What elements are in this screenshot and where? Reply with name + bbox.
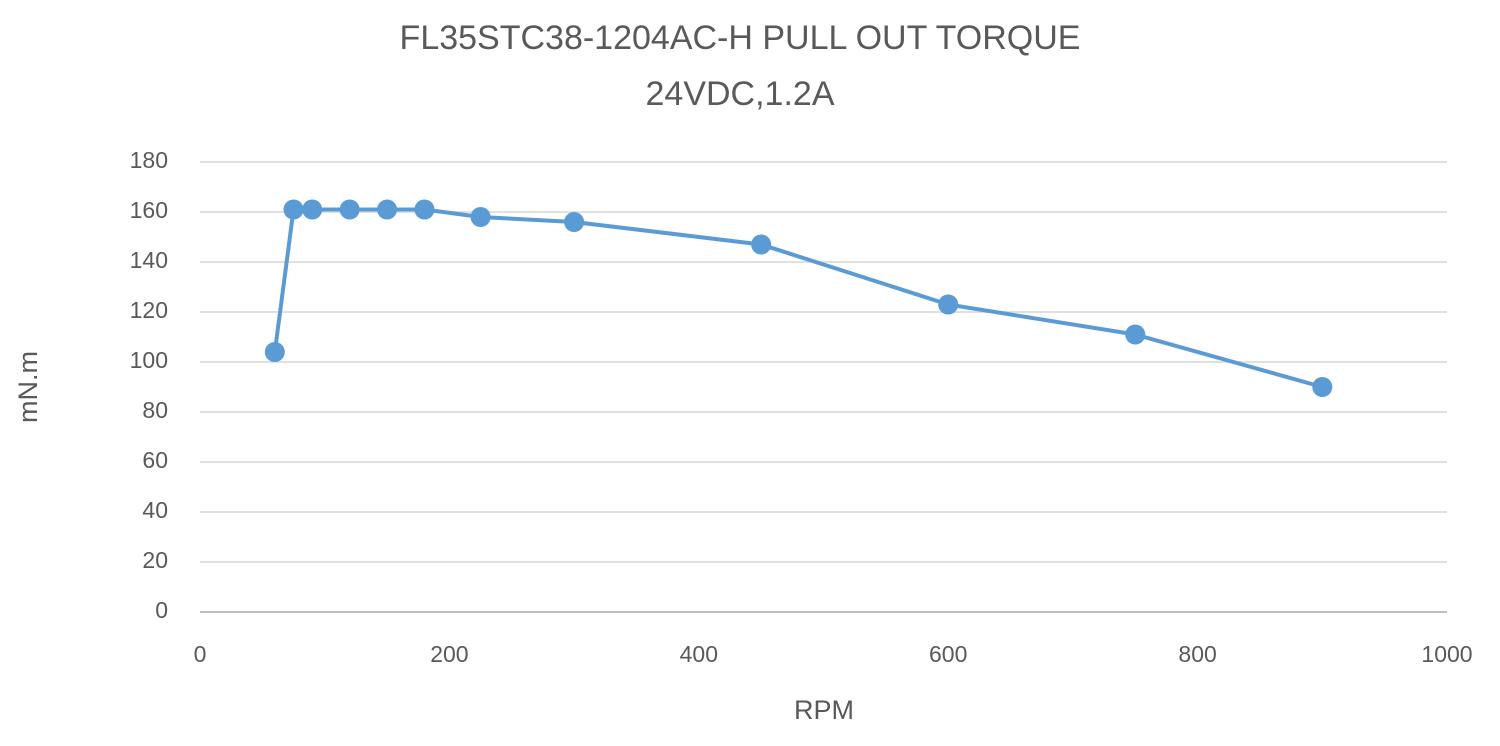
y-tick-label: 140 — [130, 247, 168, 273]
x-tick-label: 800 — [1178, 641, 1216, 667]
y-tick-label: 20 — [142, 547, 168, 573]
y-tick-label: 120 — [130, 297, 168, 323]
x-axis-label: RPM — [794, 695, 854, 725]
x-tick-label: 600 — [929, 641, 967, 667]
data-point — [564, 212, 585, 232]
x-tick-label: 400 — [680, 641, 718, 667]
y-axis-label: mN.m — [13, 351, 43, 423]
data-point — [264, 342, 285, 362]
x-tick-label: 200 — [430, 641, 468, 667]
chart-title: FL35STC38-1204AC-H PULL OUT TORQUE — [400, 19, 1081, 57]
data-point — [1125, 324, 1146, 345]
y-tick-label: 100 — [130, 347, 168, 373]
data-point — [938, 294, 959, 315]
y-tick-label: 180 — [130, 147, 168, 173]
y-tick-label: 160 — [130, 197, 168, 223]
data-point — [751, 234, 772, 255]
data-point — [1312, 377, 1333, 397]
data-point — [302, 199, 323, 220]
x-tick-label: 0 — [194, 641, 207, 667]
data-line — [272, 207, 1323, 389]
x-tick-label: 1000 — [1421, 641, 1472, 667]
data-point — [470, 207, 491, 227]
y-tick-label: 0 — [155, 597, 168, 623]
data-point — [283, 199, 304, 220]
y-tick-label: 80 — [142, 397, 168, 423]
chart-subtitle: 24VDC,1.2A — [646, 75, 835, 113]
data-point — [339, 199, 360, 220]
y-tick-label: 40 — [142, 497, 168, 523]
data-point — [414, 199, 435, 220]
y-tick-label: 60 — [142, 447, 168, 473]
data-point — [377, 199, 398, 220]
